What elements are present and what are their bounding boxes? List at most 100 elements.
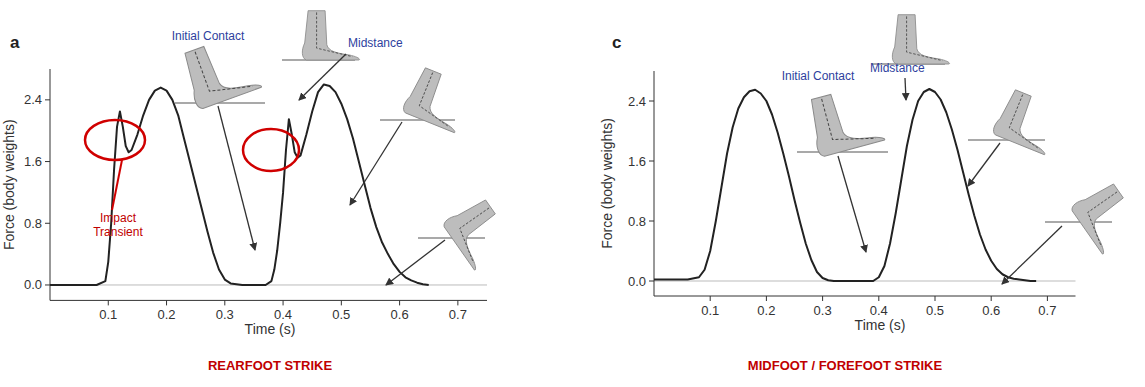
x-axis: [50, 300, 487, 301]
arrow: [299, 54, 346, 100]
y-tick-label: 2.4: [24, 92, 42, 107]
y-tick-label: 0.8: [628, 214, 646, 229]
x-tick-label: 0.1: [99, 307, 117, 322]
x-tick-label: 0.2: [157, 307, 175, 322]
y-tick-label: 0.0: [24, 277, 42, 292]
foot-illustration: [179, 33, 262, 111]
y-tick: [45, 223, 50, 224]
panel-label: a: [10, 33, 20, 52]
callout-line: [112, 160, 122, 210]
y-tick-label: 1.6: [24, 154, 42, 169]
foot-axis: [317, 12, 353, 56]
x-tick-label: 0.1: [701, 303, 719, 318]
ground-line: [1045, 221, 1112, 222]
x-tick-label: 0.4: [870, 303, 888, 318]
foot-shape: [1070, 179, 1143, 254]
force-curve: [50, 84, 429, 285]
foot-shape: [805, 84, 885, 157]
x-tick: [283, 300, 284, 305]
x-tick: [166, 300, 167, 305]
highlight-circle: [85, 120, 145, 160]
foot-shape: [179, 33, 262, 111]
x-tick: [822, 296, 823, 301]
x-tick-label: 0.3: [216, 307, 234, 322]
figure: 0.1 0.2 0.3 0.4 0.5 0.6 0.7 0.0 0.8 1.6 2.4 Time (s…: [0, 0, 1145, 387]
y-tick-label: 0.8: [24, 216, 42, 231]
annotation: Midstance: [348, 36, 403, 50]
highlight-circle: [243, 129, 299, 171]
annotation-line: Impact: [100, 211, 137, 225]
x-tick: [224, 300, 225, 305]
x-tick: [935, 296, 936, 301]
foot-axis: [195, 37, 252, 100]
foot-shape: [402, 66, 473, 133]
foot-axis: [907, 16, 943, 60]
y-tick-label: 2.4: [628, 94, 646, 109]
y-tick: [45, 99, 50, 100]
x-tick: [991, 296, 992, 301]
annotation: Initial Contact: [782, 69, 855, 83]
x-tick-label: 0.5: [332, 307, 350, 322]
y-tick: [649, 221, 654, 222]
x-axis-label: Time (s): [855, 317, 906, 333]
foot-illustration: [892, 15, 949, 64]
y-axis-label: Force (body weights): [1, 119, 17, 250]
arrow: [350, 122, 402, 205]
y-axis: [50, 69, 51, 300]
x-tick: [710, 296, 711, 301]
annotation: Initial Contact: [172, 29, 245, 43]
x-tick-label: 0.7: [1038, 303, 1056, 318]
x-tick-label: 0.7: [449, 307, 467, 322]
y-tick: [649, 101, 654, 102]
x-axis: [654, 296, 1076, 297]
plot-area: [50, 84, 429, 285]
foot-axis: [822, 88, 876, 149]
chart-title: MIDFOOT / FOREFOOT STRIKE: [748, 358, 943, 373]
chart-title: REARFOOT STRIKE: [208, 358, 333, 373]
foot-illustration: [1070, 179, 1143, 254]
ground-line: [380, 119, 455, 120]
foot-axis: [1081, 192, 1138, 247]
y-tick: [649, 161, 654, 162]
arrow: [968, 143, 1000, 186]
foot-axis: [416, 73, 466, 127]
foot-shape: [892, 15, 949, 64]
foot-shape: [442, 195, 515, 270]
y-tick: [45, 284, 50, 285]
foot-illustration: [805, 84, 885, 157]
annotation: Midstance: [870, 61, 925, 75]
y-axis: [654, 71, 655, 296]
annotation: ImpactTransient: [93, 211, 143, 239]
foot-illustration: [992, 88, 1063, 155]
x-tick-label: 0.5: [926, 303, 944, 318]
arrow: [838, 156, 866, 252]
arrow: [905, 78, 906, 100]
x-tick: [399, 300, 400, 305]
chart-panel: 0.1 0.2 0.3 0.4 0.5 0.6 0.7 0.0 0.8 1.6 2.4 Time (s…: [1, 11, 515, 373]
x-tick-label: 0.3: [814, 303, 832, 318]
plot-area: [654, 89, 1036, 281]
arrow: [1002, 226, 1062, 284]
foot-axis: [1006, 95, 1056, 149]
foot-illustration: [402, 66, 473, 133]
y-axis-label: Force (body weights): [599, 118, 615, 249]
y-tick: [45, 161, 50, 162]
y-tick: [649, 281, 654, 282]
x-tick-label: 0.2: [757, 303, 775, 318]
annotation-line: Transient: [93, 225, 143, 239]
x-axis-label: Time (s): [245, 321, 296, 337]
force-curve: [654, 89, 1036, 281]
y-tick-label: 0.0: [628, 274, 646, 289]
panel-label: c: [612, 33, 621, 52]
x-tick-label: 0.6: [982, 303, 1000, 318]
x-tick: [878, 296, 879, 301]
x-tick: [457, 300, 458, 305]
chart-panel: 0.10.20.30.40.50.60.70.00.81.62.4Time (s…: [599, 15, 1143, 373]
arrow: [218, 106, 255, 250]
foot-axis: [453, 208, 510, 263]
x-tick-label: 0.4: [274, 307, 292, 322]
arrow: [386, 240, 445, 285]
x-tick-label: 0.6: [391, 307, 409, 322]
x-tick: [766, 296, 767, 301]
x-tick: [1047, 296, 1048, 301]
